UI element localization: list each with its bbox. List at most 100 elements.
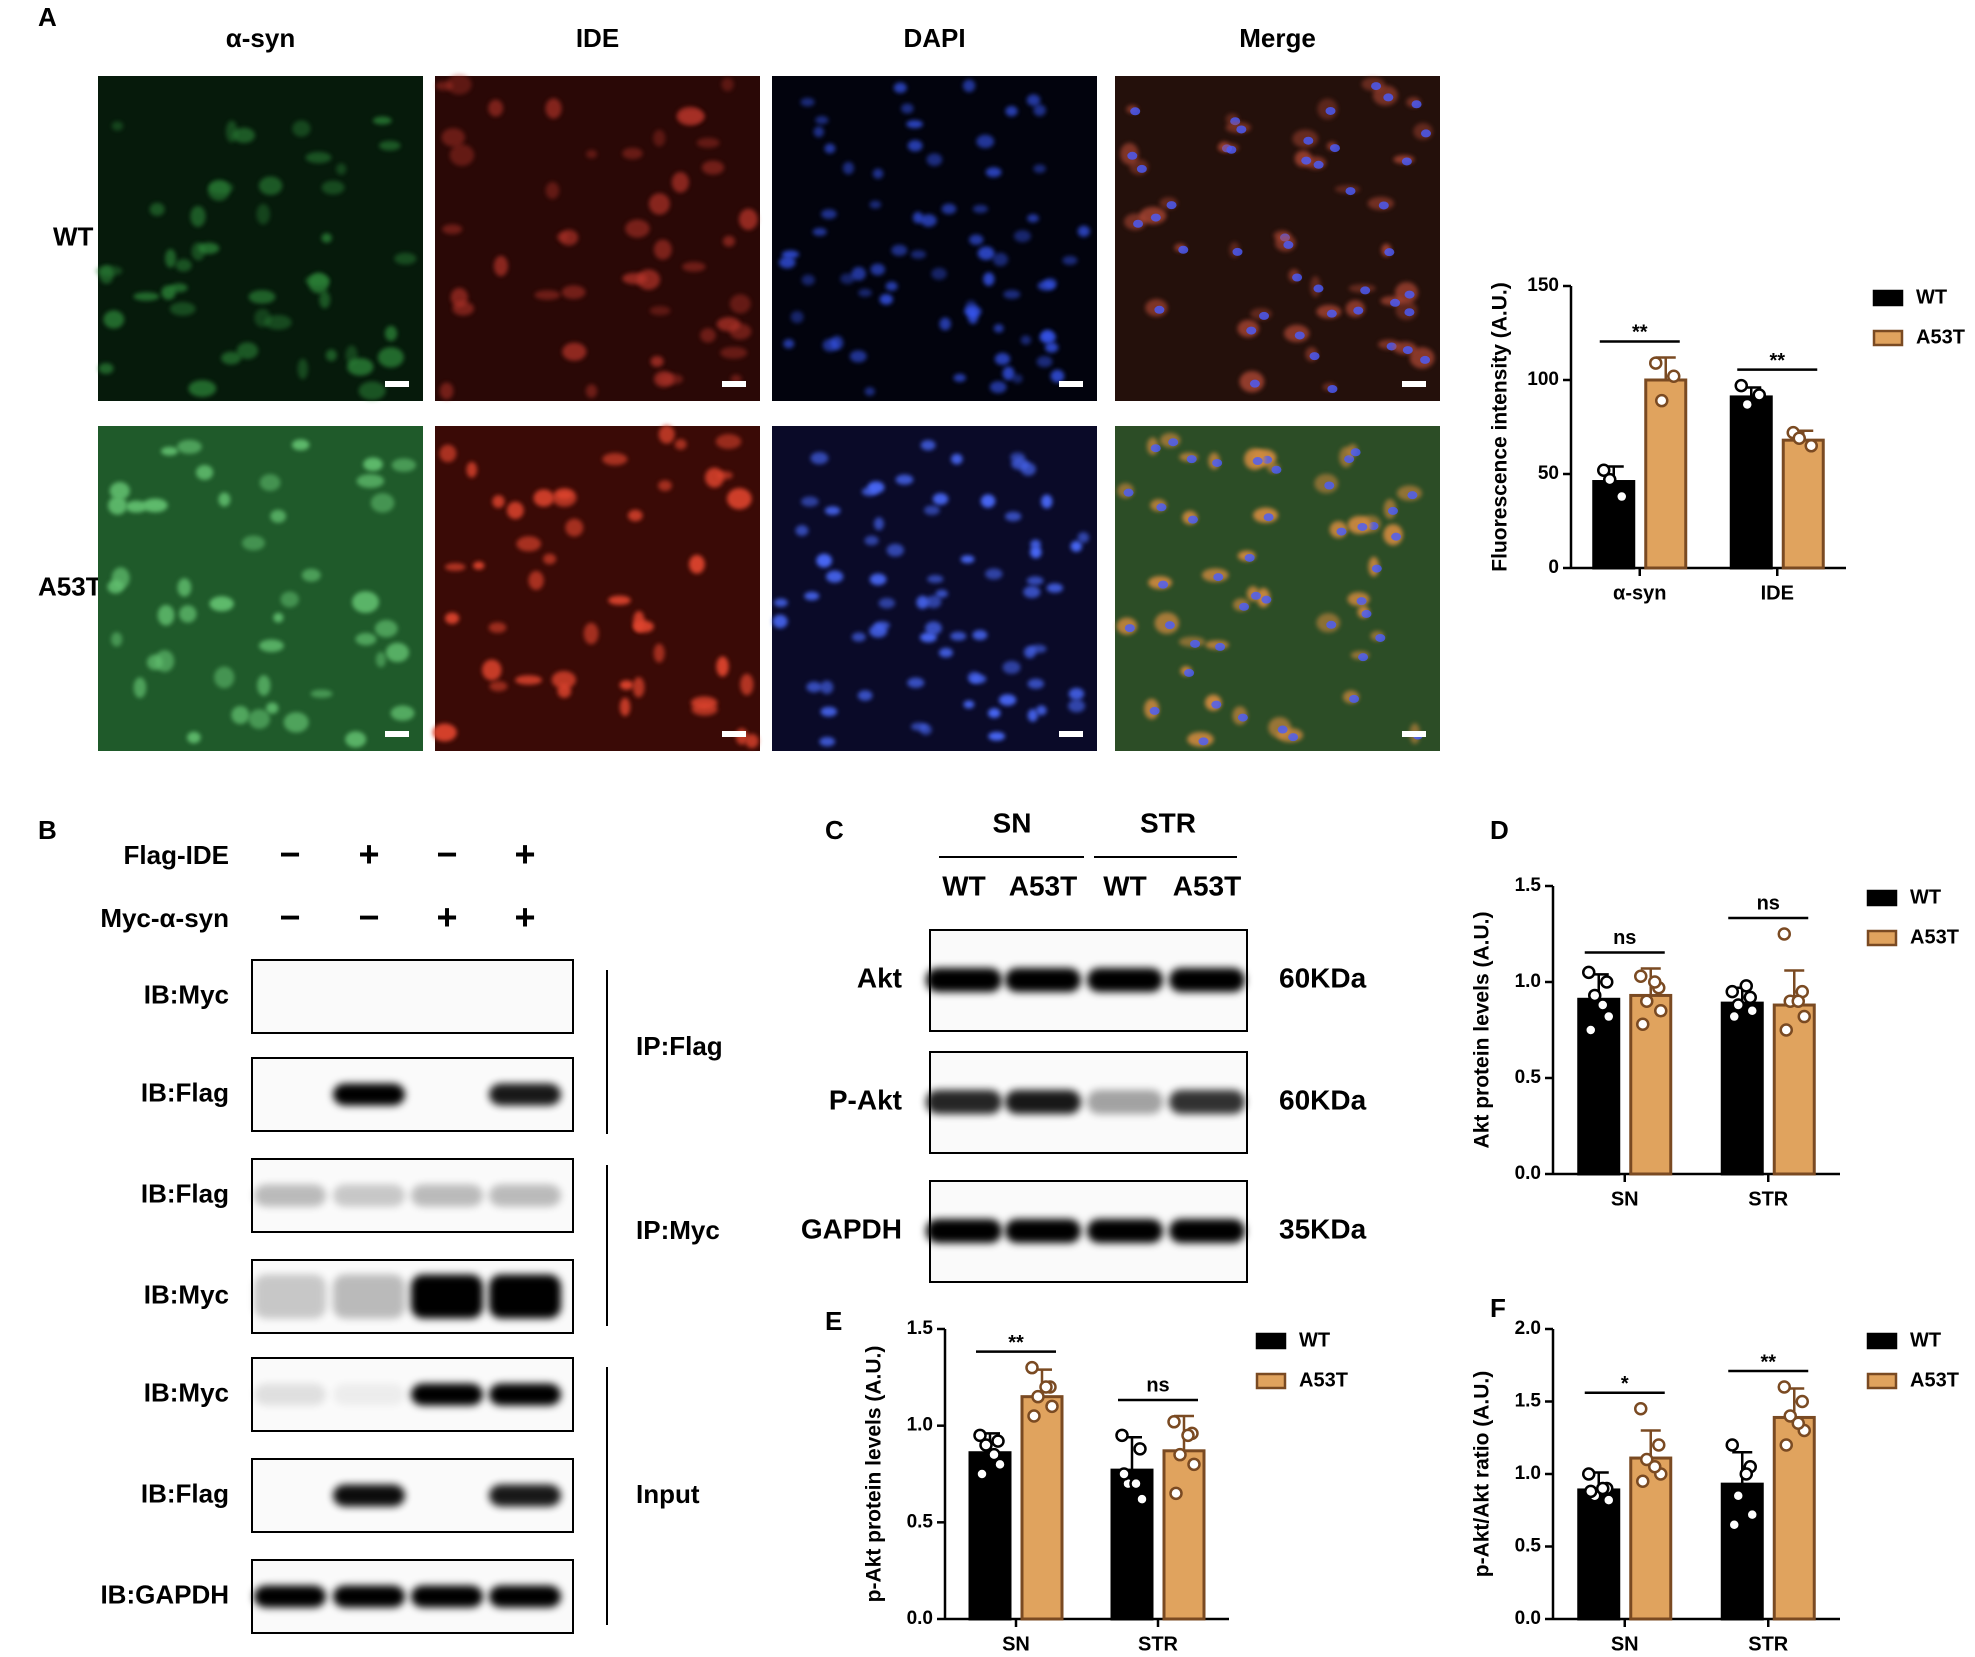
cell [157,604,175,626]
nucleus [1236,125,1247,134]
legend-swatch [1872,289,1904,307]
x-tick-label: STR [1138,1633,1179,1655]
band-size: 60KDa [1279,1084,1367,1115]
scale-bar [1059,731,1083,737]
nucleus [1336,527,1347,536]
cell [301,568,321,582]
nucleus [1378,201,1389,210]
cell [374,619,398,638]
data-point [1640,1452,1654,1467]
micrograph [95,76,423,401]
cell [993,323,1004,333]
nucleus [1124,624,1135,633]
data-point [1797,1009,1811,1024]
data-point [1133,1442,1147,1456]
nucleus [1263,513,1274,522]
data-point [973,1428,987,1443]
cell [545,98,562,119]
x-tick-label: α-syn [1613,582,1666,604]
cell [177,439,202,454]
cell [671,171,689,193]
cell [849,350,867,363]
data-point [1129,1476,1143,1491]
cell [175,259,192,272]
band [489,1484,561,1507]
cell [188,380,217,397]
cell [858,288,872,297]
legend-label: WT [1299,1329,1330,1351]
cell [1005,105,1018,117]
cell [907,677,925,688]
nucleus [1156,503,1167,512]
band [489,1184,561,1207]
band [489,1274,561,1319]
bar [1729,395,1773,570]
cell [545,182,560,199]
nucleus [1198,737,1209,746]
cell [482,659,502,681]
blot-row-label: IB:Myc [144,1377,229,1407]
cell [155,650,175,672]
nucleus [1361,609,1372,618]
cell [109,481,130,500]
cell [257,675,271,696]
band [254,1383,326,1406]
nucleus [1246,326,1257,335]
band [333,1184,405,1207]
cell [622,147,643,160]
cell [283,712,309,733]
bar [1577,997,1621,1176]
cell [321,233,332,243]
nucleus [1288,733,1299,742]
x-tick-label: SN [1002,1633,1030,1655]
treatment-sign: − [279,897,300,938]
cell [561,285,586,299]
bar [1781,438,1825,570]
micrograph [1115,426,1440,751]
cell [506,501,524,520]
data-point [1731,998,1745,1012]
nucleus [1357,522,1368,531]
cell [998,694,1017,706]
band [411,1274,483,1319]
cell [977,246,995,260]
data-point [1603,472,1617,487]
cell [878,597,896,609]
data-point [1777,1380,1791,1394]
band [333,1083,405,1106]
nucleus [1237,713,1248,722]
nucleus [1326,309,1337,318]
cell [627,509,643,522]
cell [98,363,114,374]
cell [218,492,231,507]
nucleus [1261,595,1272,604]
cell [891,244,908,256]
nucleus [1402,346,1413,355]
cell [678,108,705,124]
data-point [1739,1467,1753,1481]
cell [352,591,380,613]
cell [297,358,309,380]
data-point [1634,1402,1648,1416]
micrograph [1115,76,1440,401]
scale-bar [1402,381,1426,387]
data-point [1039,1380,1053,1394]
band [926,968,1002,992]
significance-label: * [1621,1373,1629,1395]
bar [1020,1395,1064,1621]
cell [916,595,929,609]
x-tick-label: SN [1611,1188,1639,1210]
data-point [1779,1023,1793,1037]
cell [778,256,796,269]
data-point [979,1438,993,1452]
cell [983,272,995,286]
genotype-label: WT [1103,870,1147,901]
nucleus [1283,240,1294,249]
nucleus [1358,653,1369,662]
cell [1037,280,1056,291]
cell [772,614,788,629]
cell [292,120,311,137]
blot-row-label: IB:Myc [144,1279,229,1309]
nucleus [1127,151,1138,160]
cell [1002,366,1015,381]
